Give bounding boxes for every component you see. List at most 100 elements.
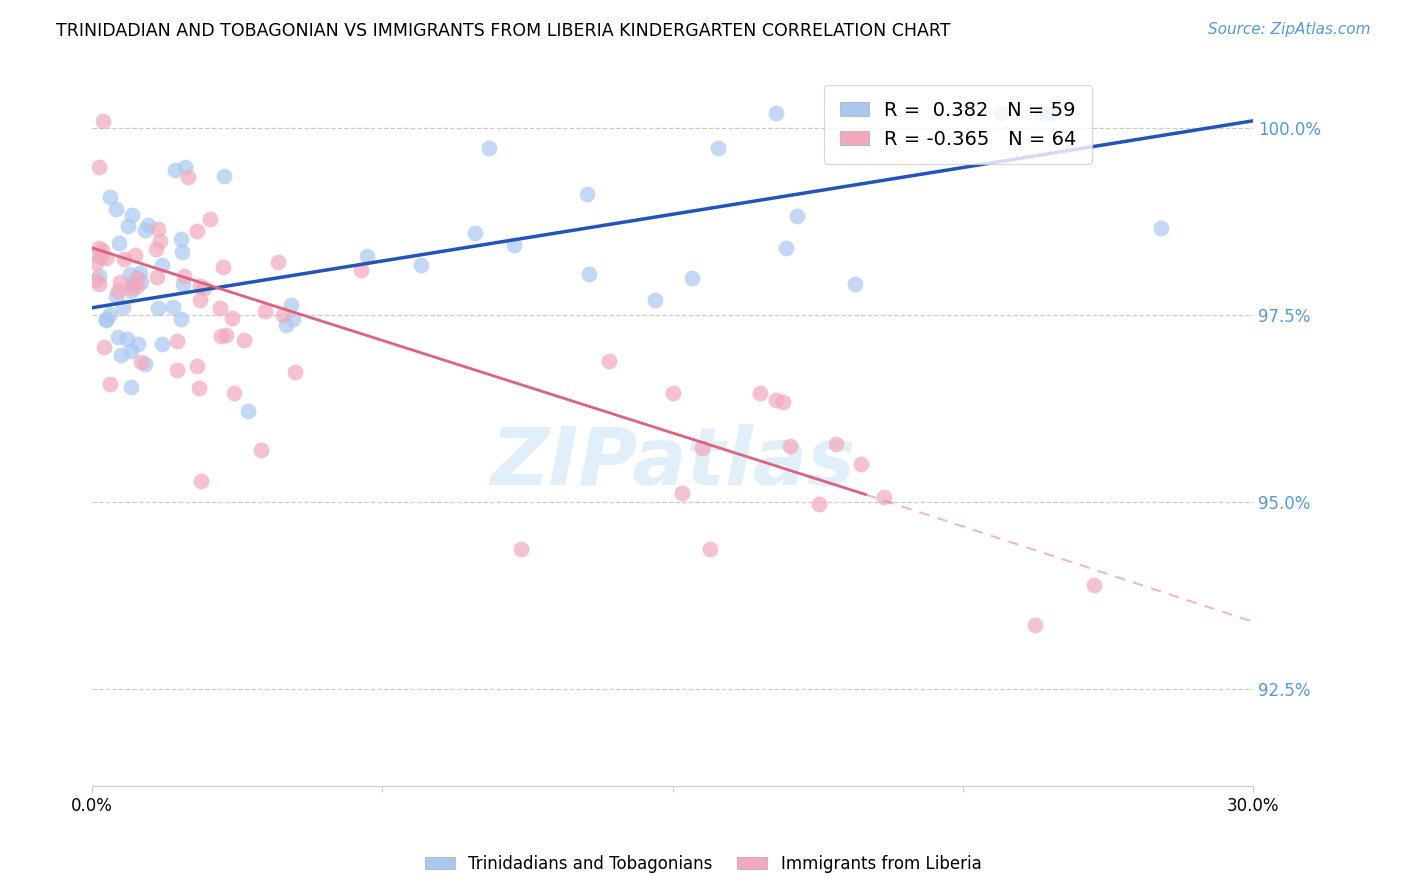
Point (110, 348, 132, 362)
Point (186, 224, 208, 238)
Text: ZIPatlas: ZIPatlas (491, 425, 855, 502)
Point (662, 385, 685, 400)
Point (121, 281, 143, 295)
Point (134, 357, 156, 371)
Point (93, 340, 115, 354)
Point (284, 365, 307, 379)
Text: TRINIDADIAN AND TOBAGONIAN VS IMMIGRANTS FROM LIBERIA KINDERGARTEN CORRELATION C: TRINIDADIAN AND TOBAGONIAN VS IMMIGRANTS… (56, 22, 950, 40)
Point (107, 330, 129, 344)
Point (1150, 221, 1173, 235)
Point (356, 249, 378, 263)
Point (108, 235, 131, 250)
Point (464, 227, 486, 241)
Point (779, 439, 801, 453)
Point (120, 344, 142, 359)
Point (1024, 617, 1046, 632)
Point (281, 312, 304, 326)
Point (125, 279, 148, 293)
Point (253, 304, 276, 318)
Point (107, 284, 129, 298)
Point (873, 490, 896, 504)
Point (145, 243, 167, 257)
Point (136, 218, 159, 232)
Point (98, 377, 121, 392)
Point (267, 255, 290, 269)
Point (150, 336, 173, 351)
Point (250, 443, 273, 458)
Point (105, 202, 128, 216)
Point (87, 277, 110, 292)
Point (112, 300, 135, 314)
Point (212, 169, 235, 184)
Point (707, 141, 730, 155)
Point (172, 277, 194, 291)
Point (411, 258, 433, 272)
Point (120, 267, 142, 281)
Point (578, 267, 600, 281)
Point (148, 221, 170, 235)
Point (170, 232, 193, 246)
Point (117, 219, 139, 234)
Point (208, 301, 231, 315)
Point (222, 386, 245, 401)
Point (121, 208, 143, 222)
Point (221, 310, 243, 325)
Point (127, 271, 149, 285)
Point (96, 252, 118, 266)
Point (749, 386, 772, 401)
Point (84, 273, 107, 287)
Point (765, 392, 787, 407)
Legend: R =  0.382   N = 59, R = -0.365   N = 64: R = 0.382 N = 59, R = -0.365 N = 64 (824, 86, 1092, 164)
Point (808, 497, 831, 511)
Point (478, 141, 501, 155)
Point (146, 301, 169, 315)
Point (1083, 577, 1105, 591)
Point (145, 270, 167, 285)
Point (91, 243, 114, 257)
Point (115, 332, 138, 346)
Point (186, 359, 208, 374)
Point (98, 307, 121, 321)
Legend: Trinidadians and Tobagonians, Immigrants from Liberia: Trinidadians and Tobagonians, Immigrants… (418, 848, 988, 880)
Point (87, 241, 110, 255)
Point (84, 256, 107, 270)
Point (188, 293, 211, 308)
Point (575, 186, 598, 201)
Point (173, 268, 195, 283)
Point (87, 161, 110, 175)
Point (193, 280, 215, 294)
Point (233, 333, 256, 347)
Point (128, 266, 150, 280)
Point (91, 114, 114, 128)
Point (90, 250, 112, 264)
Point (98, 190, 121, 204)
Point (849, 457, 872, 471)
Point (699, 541, 721, 556)
Point (772, 394, 794, 409)
Point (236, 404, 259, 418)
Point (671, 485, 693, 500)
Point (166, 363, 188, 377)
Point (692, 441, 714, 455)
Point (86, 248, 108, 262)
Point (280, 298, 302, 312)
Point (190, 474, 212, 488)
Point (644, 293, 666, 307)
Point (166, 334, 188, 348)
Point (598, 354, 620, 368)
Point (214, 327, 236, 342)
Point (121, 277, 143, 292)
Point (150, 258, 173, 272)
Point (990, 106, 1012, 120)
Point (129, 355, 152, 369)
Point (176, 169, 198, 184)
Point (170, 244, 193, 259)
Point (149, 234, 172, 248)
Point (825, 436, 848, 450)
Point (124, 248, 146, 262)
Point (209, 329, 232, 343)
Point (96, 312, 118, 326)
Point (127, 337, 149, 351)
Point (844, 277, 866, 291)
Point (510, 542, 533, 557)
